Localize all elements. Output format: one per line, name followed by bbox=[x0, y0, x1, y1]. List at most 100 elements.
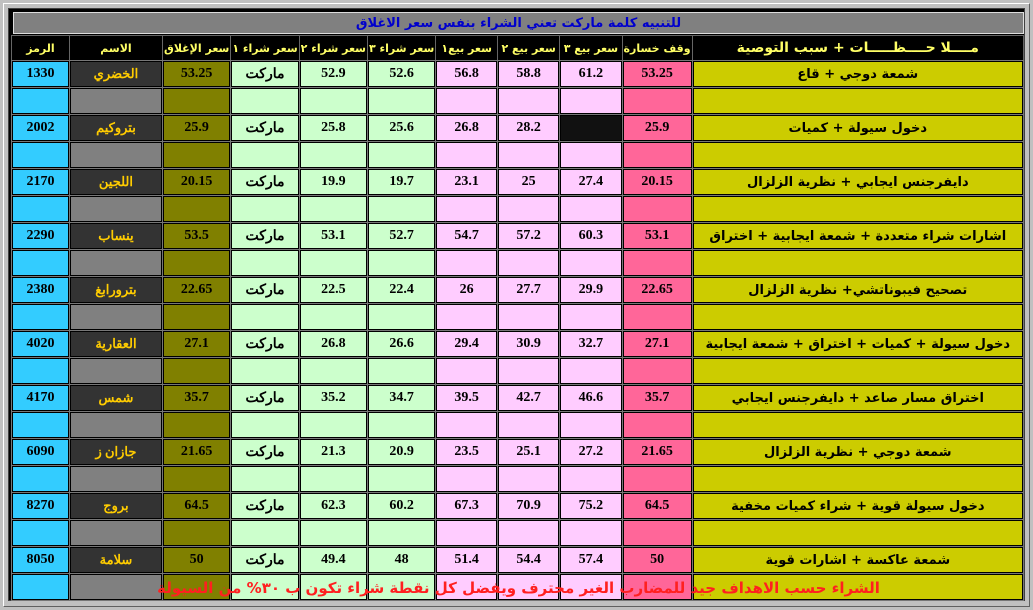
empty-cell bbox=[68, 195, 163, 223]
cell-name: جازان ز bbox=[68, 438, 163, 466]
cell-notes: دايفرجنس ايجابي + نظرية الزلزال bbox=[691, 168, 1025, 196]
empty-cell bbox=[691, 87, 1025, 115]
empty-cell bbox=[621, 411, 693, 439]
spacer-row bbox=[11, 519, 1025, 547]
cell-sell3: 32.7 bbox=[559, 330, 623, 358]
cell-name: بروج bbox=[68, 492, 163, 520]
empty-cell bbox=[691, 519, 1025, 547]
cell-notes: اختراق مسار صاعد + دايفرجنس ايجابي bbox=[691, 384, 1025, 412]
empty-cell bbox=[497, 303, 561, 331]
empty-cell bbox=[497, 141, 561, 169]
header-name: الاسم bbox=[68, 35, 163, 61]
empty-cell bbox=[497, 195, 561, 223]
empty-cell bbox=[161, 87, 232, 115]
cell-symbol: 8270 bbox=[11, 492, 70, 520]
empty-cell bbox=[621, 465, 693, 493]
cell-buy1: ماركت bbox=[230, 438, 300, 466]
empty-cell bbox=[497, 519, 561, 547]
cell-buy1: ماركت bbox=[230, 114, 300, 142]
empty-cell bbox=[435, 195, 499, 223]
cell-sell2: 57.2 bbox=[497, 222, 561, 250]
cell-notes: شمعة عاكسة + اشارات قوية bbox=[691, 546, 1025, 574]
cell-sell3: 27.2 bbox=[559, 438, 623, 466]
empty-cell bbox=[366, 303, 437, 331]
empty-cell bbox=[230, 87, 300, 115]
header-sell3: سعر بيع ٣ bbox=[559, 35, 623, 61]
cell-stop: 64.5 bbox=[621, 492, 693, 520]
cell-notes: تصحيح فيبوناتشي+ نظرية الزلزال bbox=[691, 276, 1025, 304]
empty-cell bbox=[366, 141, 437, 169]
empty-cell bbox=[68, 573, 163, 601]
cell-name: سلامة bbox=[68, 546, 163, 574]
cell-sell1: 23.1 bbox=[435, 168, 499, 196]
empty-cell bbox=[230, 141, 300, 169]
cell-sell1: 51.4 bbox=[435, 546, 499, 574]
empty-cell bbox=[68, 465, 163, 493]
empty-cell bbox=[435, 87, 499, 115]
cell-notes: دخول سيولة قوية + شراء كميات مخفية bbox=[691, 492, 1025, 520]
empty-cell bbox=[621, 519, 693, 547]
cell-sell3: 29.9 bbox=[559, 276, 623, 304]
cell-notes: دخول سيولة + كميات bbox=[691, 114, 1025, 142]
cell-buy2: 26.8 bbox=[298, 330, 368, 358]
cell-notes: شمعة دوجي + نظرية الزلزال bbox=[691, 438, 1025, 466]
empty-cell bbox=[11, 411, 70, 439]
empty-cell bbox=[298, 195, 368, 223]
cell-buy1: ماركت bbox=[230, 546, 300, 574]
empty-cell bbox=[559, 573, 623, 601]
cell-name: بترورابغ bbox=[68, 276, 163, 304]
header-symbol: الرمز bbox=[11, 35, 70, 61]
cell-close: 53.5 bbox=[161, 222, 232, 250]
empty-cell bbox=[161, 195, 232, 223]
empty-cell bbox=[298, 87, 368, 115]
table-row: 2170 اللجين 20.15 ماركت 19.9 19.7 23.1 25 27.4 20… bbox=[11, 168, 1025, 196]
empty-cell bbox=[435, 519, 499, 547]
cell-buy3: 25.6 bbox=[366, 114, 437, 142]
header-buy2: سعر شراء ٢ bbox=[298, 35, 368, 61]
cell-sell3: 75.2 bbox=[559, 492, 623, 520]
empty-cell bbox=[559, 87, 623, 115]
cell-stop: 50 bbox=[621, 546, 693, 574]
cell-symbol: 2290 bbox=[11, 222, 70, 250]
cell-buy1: ماركت bbox=[230, 60, 300, 88]
cell-sell2: 28.2 bbox=[497, 114, 561, 142]
empty-cell bbox=[230, 519, 300, 547]
cell-buy2: 35.2 bbox=[298, 384, 368, 412]
cell-symbol: 2170 bbox=[11, 168, 70, 196]
footer-note: الشراء حسب الاهداف جيد للمضارب الغير محت… bbox=[157, 579, 880, 597]
cell-stop: 35.7 bbox=[621, 384, 693, 412]
cell-close: 22.65 bbox=[161, 276, 232, 304]
cell-close: 27.1 bbox=[161, 330, 232, 358]
empty-cell bbox=[497, 357, 561, 385]
empty-cell bbox=[298, 303, 368, 331]
cell-sell2: 70.9 bbox=[497, 492, 561, 520]
empty-cell bbox=[11, 465, 70, 493]
cell-buy3: 20.9 bbox=[366, 438, 437, 466]
spacer-row bbox=[11, 465, 1025, 493]
empty-cell bbox=[230, 573, 300, 601]
spacer-row bbox=[11, 573, 1025, 601]
empty-cell bbox=[230, 411, 300, 439]
cell-symbol: 8050 bbox=[11, 546, 70, 574]
spacer-row bbox=[11, 303, 1025, 331]
empty-cell bbox=[11, 519, 70, 547]
empty-cell bbox=[366, 573, 437, 601]
empty-cell bbox=[691, 573, 1025, 601]
empty-cell bbox=[691, 195, 1025, 223]
cell-buy2: 62.3 bbox=[298, 492, 368, 520]
empty-cell bbox=[435, 573, 499, 601]
cell-sell2: 42.7 bbox=[497, 384, 561, 412]
empty-cell bbox=[298, 465, 368, 493]
empty-cell bbox=[161, 303, 232, 331]
empty-cell bbox=[11, 195, 70, 223]
spacer-row bbox=[11, 411, 1025, 439]
cell-buy1: ماركت bbox=[230, 222, 300, 250]
cell-sell3: 46.6 bbox=[559, 384, 623, 412]
empty-cell bbox=[230, 303, 300, 331]
empty-cell bbox=[559, 357, 623, 385]
cell-buy3: 19.7 bbox=[366, 168, 437, 196]
cell-sell2: 27.7 bbox=[497, 276, 561, 304]
cell-sell1: 26 bbox=[435, 276, 499, 304]
empty-cell bbox=[559, 411, 623, 439]
empty-cell bbox=[298, 573, 368, 601]
